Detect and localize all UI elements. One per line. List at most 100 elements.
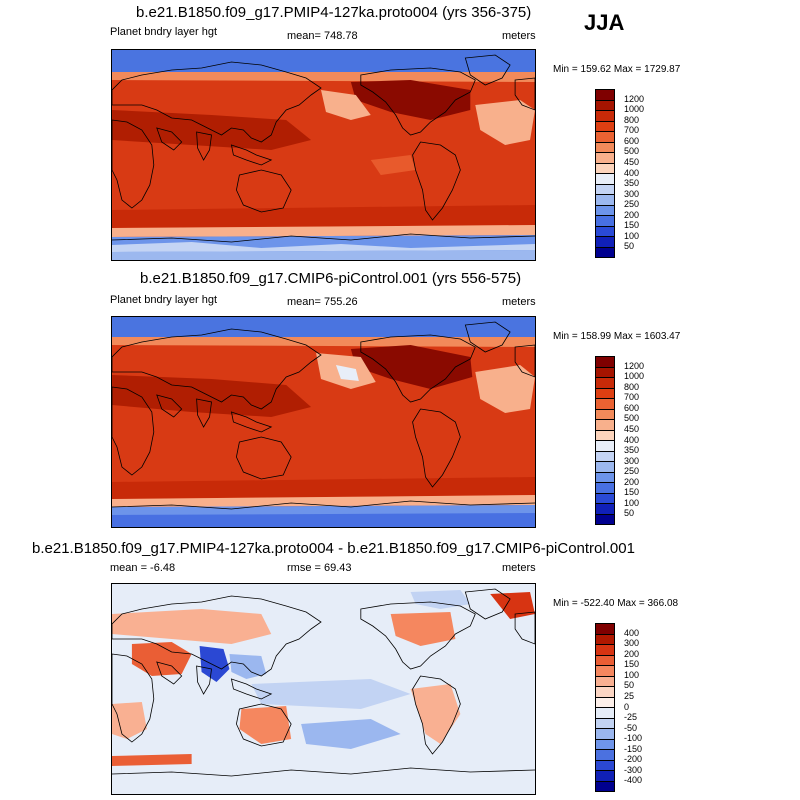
colorbar-swatch [596,676,614,687]
colorbar-swatch [596,718,614,729]
colorbar-swatch [596,132,614,143]
colorbar-swatch [596,399,614,410]
colorbar-label: 1200 [624,360,645,371]
colorbar-label: 100 [624,230,640,241]
colorbar-swatch [596,781,614,791]
colorbar-label: 150 [624,487,640,498]
season-label: JJA [584,10,625,35]
colorbar-swatch [596,451,614,462]
colorbar-label: -50 [624,722,638,733]
colorbar-label: -150 [624,743,643,754]
colorbar-swatch [596,750,614,761]
panel2-minmax: Min = 158.99 Max = 1603.47 [553,331,681,342]
colorbar-label: 800 [624,114,640,125]
panel1-variable-label: Planet bndry layer hgt [110,26,218,38]
colorbar-label: 25 [624,690,635,701]
panel1-colorbar [595,89,615,258]
colorbar-swatch [596,111,614,122]
colorbar-label: 800 [624,381,640,392]
colorbar-swatch [596,184,614,195]
colorbar-swatch [596,739,614,750]
colorbar-swatch [596,760,614,771]
colorbar-swatch [596,226,614,237]
colorbar-label: 500 [624,413,640,424]
colorbar-swatch [596,645,614,656]
colorbar-swatch [596,195,614,206]
colorbar-label: -300 [624,764,643,775]
colorbar-swatch [596,462,614,473]
colorbar-swatch [596,430,614,441]
colorbar-swatch [596,237,614,248]
colorbar-swatch [596,441,614,452]
colorbar-swatch [596,90,614,101]
colorbar-label: 400 [624,167,640,178]
colorbar-swatch [596,655,614,666]
panel2-units: meters [502,296,536,308]
colorbar-swatch [596,483,614,494]
colorbar-swatch [596,142,614,153]
panel1-map [111,49,536,261]
panel3-rmse: rmse = 69.43 [287,562,352,574]
colorbar-swatch [596,634,614,645]
colorbar-swatch [596,174,614,185]
colorbar-label: 200 [624,476,640,487]
panel3-map [111,583,536,795]
colorbar-label: 300 [624,455,640,466]
colorbar-label: 700 [624,125,640,136]
colorbar-label: -200 [624,754,643,765]
colorbar-swatch [596,493,614,504]
colorbar-label: -400 [624,775,643,786]
colorbar-swatch [596,388,614,399]
panel3-title: b.e21.B1850.f09_g17.PMIP4-127ka.proto004… [32,540,635,557]
colorbar-label: 350 [624,178,640,189]
colorbar-label: 300 [624,638,640,649]
colorbar-label: 450 [624,423,640,434]
colorbar-swatch [596,100,614,111]
colorbar-swatch [596,472,614,483]
colorbar-label: 1000 [624,104,645,115]
colorbar-label: 0 [624,701,630,712]
panel1-mean: mean= 748.78 [287,30,358,42]
colorbar-swatch [596,729,614,740]
panel2-map [111,316,536,528]
colorbar-swatch [596,697,614,708]
panel1-title: b.e21.B1850.f09_g17.PMIP4-127ka.proto004… [136,4,532,21]
colorbar-label: 400 [624,627,640,638]
panel1-minmax: Min = 159.62 Max = 1729.87 [553,64,681,75]
panel2-mean: mean= 755.26 [287,296,358,308]
colorbar-swatch [596,666,614,677]
colorbar-swatch [596,409,614,420]
panel3-units: meters [502,562,536,574]
colorbar-label: 1200 [624,93,645,104]
colorbar-label: -100 [624,733,643,744]
colorbar-label: 50 [624,680,635,691]
colorbar-swatch [596,514,614,524]
colorbar-label: 600 [624,135,640,146]
colorbar-label: 1000 [624,371,645,382]
panel2-variable-label: Planet bndry layer hgt [110,294,218,306]
colorbar-label: 300 [624,188,640,199]
colorbar-label: 150 [624,220,640,231]
colorbar-label: -25 [624,712,638,723]
colorbar-swatch [596,687,614,698]
panel3-minmax: Min = -522.40 Max = 366.08 [553,598,679,609]
colorbar-label: 600 [624,402,640,413]
colorbar-swatch [596,367,614,378]
panel3-mean: mean = -6.48 [110,562,176,574]
colorbar-swatch [596,121,614,132]
colorbar-label: 200 [624,209,640,220]
colorbar-label: 350 [624,445,640,456]
colorbar-swatch [596,153,614,164]
colorbar-swatch [596,708,614,719]
colorbar-label: 400 [624,434,640,445]
panel1-units: meters [502,30,536,42]
colorbar-swatch [596,357,614,368]
panel2-title: b.e21.B1850.f09_g17.CMIP6-piControl.001 … [140,270,522,287]
colorbar-swatch [596,216,614,227]
colorbar-swatch [596,771,614,782]
colorbar-label: 500 [624,146,640,157]
colorbar-label: 100 [624,669,640,680]
colorbar-label: 100 [624,497,640,508]
colorbar-label: 50 [624,508,635,519]
colorbar-label: 50 [624,241,635,252]
